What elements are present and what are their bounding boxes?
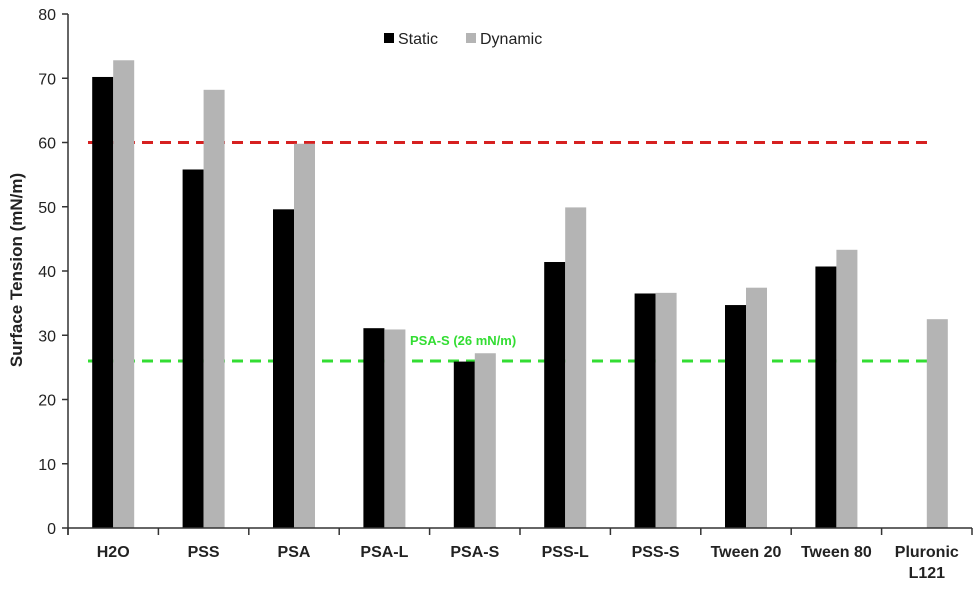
y-tick-label: 60 (38, 136, 56, 153)
bar-dynamic-9 (926, 319, 948, 528)
bar-static-5 (544, 262, 566, 528)
reference-lines: PSA-S (26 mN/m) (88, 141, 930, 363)
legend-swatch-dynamic (466, 33, 476, 43)
y-tick-label: 70 (38, 71, 56, 88)
legend-label-static: Static (398, 31, 438, 48)
bar-dynamic-2 (294, 143, 315, 528)
x-tick-label: PSS (188, 544, 220, 561)
axes: 0 10 20 30 40 50 60 70 80 H2O PSS PSA PSA-L PSA-S PSS-… (38, 7, 973, 582)
bar-static-3 (363, 328, 385, 528)
bar-static-0 (92, 76, 114, 528)
y-tick-label: 0 (47, 521, 56, 538)
bar-dynamic-1 (203, 89, 225, 528)
x-tick-label: PSA-L (360, 544, 408, 561)
bar-dynamic-8 (836, 249, 858, 529)
x-tick-label: PSS-S (632, 544, 680, 561)
y-tick-label: 80 (38, 7, 56, 24)
x-tick-label: Pluronic (895, 544, 959, 561)
y-tick-label: 40 (38, 264, 56, 281)
bar-dynamic-6 (655, 292, 677, 528)
y-axis-label: Surface Tension (mN/m) (7, 173, 26, 367)
x-tick-label: Tween 20 (711, 544, 782, 561)
x-tick-label: L121 (909, 565, 946, 582)
bar-dynamic-7 (746, 287, 767, 528)
bar-static-2 (273, 209, 294, 528)
bar-dynamic-3 (384, 329, 406, 528)
x-tick-label: PSA (278, 544, 311, 561)
bar-dynamic-0 (113, 60, 135, 528)
legend-swatch-static (384, 33, 394, 43)
bar-dynamic-4 (474, 353, 496, 528)
legend: Static Dynamic (384, 31, 542, 48)
x-tick-label: Tween 80 (801, 544, 872, 561)
bar-static-6 (634, 293, 656, 528)
bar-dynamic-5 (565, 207, 587, 528)
bar-static-4 (453, 361, 475, 528)
bar-static-7 (725, 305, 746, 528)
x-tick-label: PSS-L (542, 544, 589, 561)
y-tick-label: 20 (38, 393, 56, 410)
y-tick-label: 10 (38, 457, 56, 474)
y-tick-label: 50 (38, 200, 56, 217)
bar-static-1 (182, 169, 204, 529)
x-tick-label: PSA-S (450, 544, 499, 561)
bar-static-8 (815, 266, 837, 528)
y-tick-label: 30 (38, 328, 56, 345)
reference-line-label: PSA-S (26 mN/m) (410, 333, 516, 348)
bar-groups (92, 60, 948, 529)
x-tick-label: H2O (97, 544, 130, 561)
legend-label-dynamic: Dynamic (480, 31, 542, 48)
